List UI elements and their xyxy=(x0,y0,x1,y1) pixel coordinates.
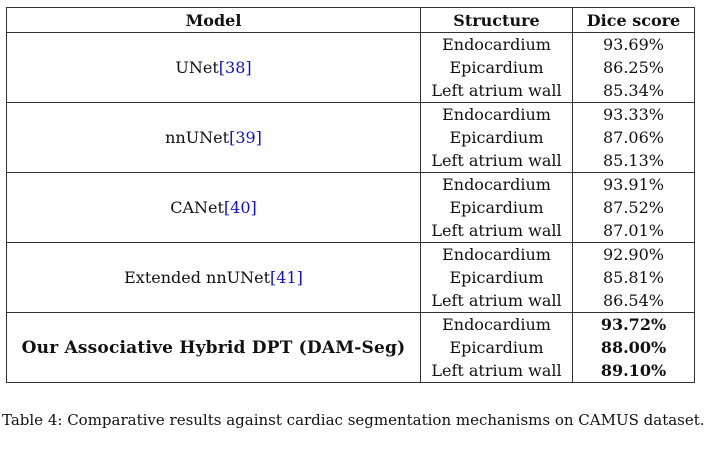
table-row: Left atrium wall 85.13% xyxy=(7,149,695,173)
table-row: Epicardium 87.52% xyxy=(7,196,695,219)
model-cell: nnUNet[39] xyxy=(6,102,421,173)
dice-score-cell: 88.00% xyxy=(572,336,695,359)
citation-link[interactable]: [40] xyxy=(223,198,257,217)
structure-cell: Epicardium xyxy=(420,126,573,149)
model-cell: CANet[40] xyxy=(6,172,421,243)
structure-cell: Endocardium xyxy=(420,242,573,266)
dice-score-cell: 93.91% xyxy=(572,172,695,196)
structure-cell: Epicardium xyxy=(420,56,573,79)
dice-score-cell: 87.06% xyxy=(572,126,695,149)
structure-cell: Epicardium xyxy=(420,336,573,359)
structure-cell: Left atrium wall xyxy=(420,289,573,313)
model-name: nnUNet xyxy=(165,128,230,147)
table-row: nnUNet[39] Endocardium 93.33% xyxy=(6,102,695,173)
structure-cell: Endocardium xyxy=(420,32,573,56)
dice-score-cell: 87.52% xyxy=(572,196,695,219)
table-row: Left atrium wall 89.10% xyxy=(7,359,695,383)
model-cell: UNet[38] xyxy=(6,32,421,103)
structure-cell: Endocardium xyxy=(420,102,573,126)
dice-score-cell: 93.72% xyxy=(572,312,695,336)
table-row: Epicardium 88.00% xyxy=(7,336,695,359)
table-caption: Table 4: Comparative results against car… xyxy=(2,411,705,429)
table-row: Our Associative Hybrid DPT (DAM-Seg) Endo… xyxy=(6,312,695,383)
table-row: Left atrium wall 87.01% xyxy=(7,219,695,243)
dice-score-cell: 89.10% xyxy=(572,359,695,383)
dice-score-cell: 85.34% xyxy=(572,79,695,103)
structure-cell: Left atrium wall xyxy=(420,359,573,383)
header-structure: Structure xyxy=(420,7,573,33)
model-name: Extended nnUNet xyxy=(124,268,271,287)
table-row: UNet[38] Endocardium 93.69% xyxy=(6,32,695,103)
model-name: UNet xyxy=(175,58,219,77)
citation-link[interactable]: [39] xyxy=(229,128,262,147)
dice-score-cell: 86.54% xyxy=(572,289,695,313)
structure-cell: Endocardium xyxy=(420,172,573,196)
structure-cell: Left atrium wall xyxy=(420,219,573,243)
dice-score-cell: 87.01% xyxy=(572,219,695,243)
dice-score-cell: 86.25% xyxy=(572,56,695,79)
dice-score-cell: 92.90% xyxy=(572,242,695,266)
dice-score-cell: 93.33% xyxy=(572,102,695,126)
dice-score-cell: 85.13% xyxy=(572,149,695,173)
model-name: Our Associative Hybrid DPT (DAM-Seg) xyxy=(21,337,406,358)
results-table: Model Structure Dice score UNet[38] Endoc… xyxy=(6,7,695,383)
structure-cell: Epicardium xyxy=(420,196,573,219)
header-row: Model Structure Dice score xyxy=(6,7,695,33)
header-model: Model xyxy=(6,7,421,33)
table-row: Epicardium 85.81% xyxy=(7,266,695,289)
structure-cell: Epicardium xyxy=(420,266,573,289)
table-row: Extended nnUNet[41] Endocardium 92.90% xyxy=(6,242,695,313)
structure-cell: Endocardium xyxy=(420,312,573,336)
model-cell: Extended nnUNet[41] xyxy=(6,242,421,313)
citation-link[interactable]: [38] xyxy=(218,58,252,77)
table-body: UNet[38] Endocardium 93.69% Epicardium 86.25… xyxy=(6,32,695,383)
structure-cell: Left atrium wall xyxy=(420,79,573,103)
table-row: Left atrium wall 86.54% xyxy=(7,289,695,313)
dice-score-cell: 85.81% xyxy=(572,266,695,289)
table-row: CANet[40] Endocardium 93.91% xyxy=(6,172,695,243)
dice-score-cell: 93.69% xyxy=(572,32,695,56)
citation-link[interactable]: [41] xyxy=(270,268,303,287)
model-cell: Our Associative Hybrid DPT (DAM-Seg) xyxy=(6,312,421,383)
table-row: Epicardium 86.25% xyxy=(7,56,695,79)
header-dice-score: Dice score xyxy=(572,7,695,33)
table-row: Left atrium wall 85.34% xyxy=(7,79,695,103)
structure-cell: Left atrium wall xyxy=(420,149,573,173)
table-row: Epicardium 87.06% xyxy=(7,126,695,149)
model-name: CANet xyxy=(170,198,224,217)
